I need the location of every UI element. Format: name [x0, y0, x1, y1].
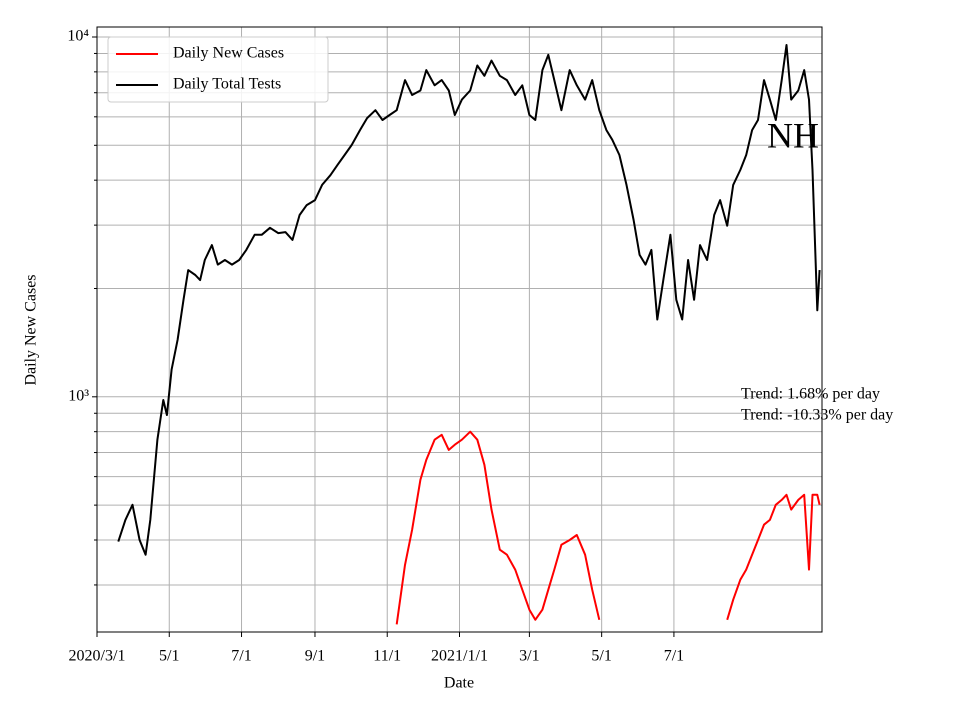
y-tick-label: 10⁴ — [67, 28, 89, 45]
data-line — [395, 430, 821, 625]
trend-label: Trend: 1.68% per day — [741, 386, 880, 403]
x-tick-label: 2021/1/1 — [431, 648, 488, 665]
trend-label: Trend: -10.33% per day — [741, 407, 893, 424]
x-tick-label: 5/1 — [591, 648, 611, 665]
y-tick-label: 10³ — [68, 387, 89, 404]
legend-label: Daily Total Tests — [173, 76, 281, 93]
y-axis-label: Daily New Cases — [23, 274, 40, 385]
x-tick-label: 7/1 — [664, 648, 684, 665]
state-label: NH — [767, 115, 819, 155]
legend-box — [107, 36, 329, 103]
x-tick-label: 7/1 — [231, 648, 251, 665]
x-tick-label: 3/1 — [519, 648, 539, 665]
x-tick-label: 11/1 — [373, 648, 401, 665]
x-tick-label: 9/1 — [305, 648, 325, 665]
x-axis-label: Date — [444, 675, 474, 692]
x-tick-label: 5/1 — [159, 648, 179, 665]
legend-label: Daily New Cases — [173, 45, 284, 62]
x-tick-label: 2020/3/1 — [69, 648, 126, 665]
data-line — [117, 44, 821, 556]
